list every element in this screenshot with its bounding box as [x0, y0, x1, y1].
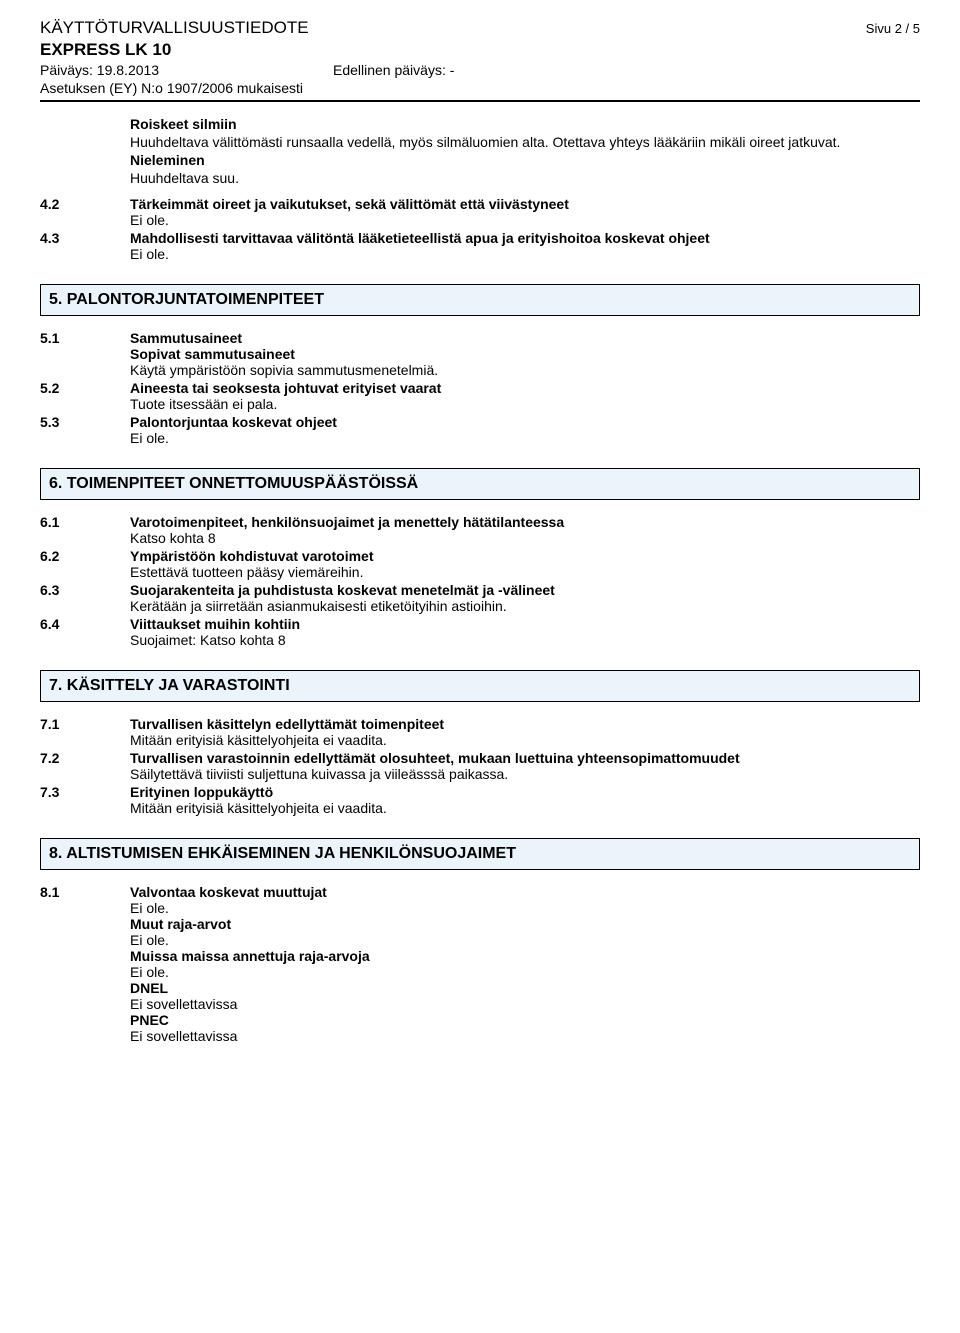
date-label: Päiväys: 19.8.2013	[40, 62, 159, 78]
h-6-1: Varotoimenpiteet, henkilönsuojaimet ja m…	[130, 514, 920, 530]
dates-row: Päiväys: 19.8.2013 Edellinen päiväys: -	[40, 62, 920, 78]
h-8-1c: Muissa maissa annettuja raja-arvoja	[130, 948, 920, 964]
num-7-2: 7.2	[40, 750, 130, 782]
h-5-3: Palontorjuntaa koskevat ohjeet	[130, 414, 920, 430]
h-8-1b: Muut raja-arvot	[130, 916, 920, 932]
t-8-1a: Ei ole.	[130, 900, 920, 916]
body-6-4: Viittaukset muihin kohtiin Suojaimet: Ka…	[130, 616, 920, 648]
t-6-4: Suojaimet: Katso kohta 8	[130, 632, 920, 648]
intro-h1: Roiskeet silmiin	[130, 116, 920, 132]
t-8-1d: Ei sovellettavissa	[130, 996, 920, 1012]
row-6-4: 6.4 Viittaukset muihin kohtiin Suojaimet…	[40, 616, 920, 648]
product-name: EXPRESS LK 10	[40, 40, 920, 60]
body-4-3: Mahdollisesti tarvittavaa välitöntä lääk…	[130, 230, 920, 262]
h-7-1: Turvallisen käsittelyn edellyttämät toim…	[130, 716, 920, 732]
h-6-2: Ympäristöön kohdistuvat varotoimet	[130, 548, 920, 564]
section-8-header: 8. ALTISTUMISEN EHKÄISEMINEN JA HENKILÖN…	[40, 838, 920, 870]
t-4-3: Ei ole.	[130, 246, 920, 262]
regulation-text: Asetuksen (EY) N:o 1907/2006 mukaisesti	[40, 80, 920, 96]
h-8-1e: PNEC	[130, 1012, 920, 1028]
row-5-1: 5.1 Sammutusaineet Sopivat sammutusainee…	[40, 330, 920, 378]
num-5-3: 5.3	[40, 414, 130, 446]
header-rule	[40, 100, 920, 102]
body-5-1: Sammutusaineet Sopivat sammutusaineet Kä…	[130, 330, 920, 378]
row-7-3: 7.3 Erityinen loppukäyttö Mitään erityis…	[40, 784, 920, 816]
page-number: Sivu 2 / 5	[866, 21, 920, 36]
intro-block: Roiskeet silmiin Huuhdeltava välittömäst…	[130, 116, 920, 186]
h-4-3: Mahdollisesti tarvittavaa välitöntä lääk…	[130, 230, 920, 246]
row-8-1: 8.1 Valvontaa koskevat muuttujat Ei ole.…	[40, 884, 920, 1044]
prev-date-label: Edellinen päiväys: -	[333, 62, 454, 78]
num-7-1: 7.1	[40, 716, 130, 748]
body-7-1: Turvallisen käsittelyn edellyttämät toim…	[130, 716, 920, 748]
h-7-2: Turvallisen varastoinnin edellyttämät ol…	[130, 750, 920, 766]
t-5-3: Ei ole.	[130, 430, 920, 446]
row-7-1: 7.1 Turvallisen käsittelyn edellyttämät …	[40, 716, 920, 748]
body-5-2: Aineesta tai seoksesta johtuvat erityise…	[130, 380, 920, 412]
num-6-4: 6.4	[40, 616, 130, 648]
num-6-2: 6.2	[40, 548, 130, 580]
row-5-3: 5.3 Palontorjuntaa koskevat ohjeet Ei ol…	[40, 414, 920, 446]
t-4-2: Ei ole.	[130, 212, 920, 228]
num-8-1: 8.1	[40, 884, 130, 1044]
body-7-3: Erityinen loppukäyttö Mitään erityisiä k…	[130, 784, 920, 816]
row-6-3: 6.3 Suojarakenteita ja puhdistusta koske…	[40, 582, 920, 614]
h-7-3: Erityinen loppukäyttö	[130, 784, 920, 800]
header-row: KÄYTTÖTURVALLISUUSTIEDOTE Sivu 2 / 5	[40, 18, 920, 38]
num-5-2: 5.2	[40, 380, 130, 412]
row-5-2: 5.2 Aineesta tai seoksesta johtuvat erit…	[40, 380, 920, 412]
num-7-3: 7.3	[40, 784, 130, 816]
t-7-3: Mitään erityisiä käsittelyohjeita ei vaa…	[130, 800, 920, 816]
intro-t1: Huuhdeltava välittömästi runsaalla vedel…	[130, 134, 920, 150]
body-5-3: Palontorjuntaa koskevat ohjeet Ei ole.	[130, 414, 920, 446]
row-4-3: 4.3 Mahdollisesti tarvittavaa välitöntä …	[40, 230, 920, 262]
t-6-2: Estettävä tuotteen pääsy viemäreihin.	[130, 564, 920, 580]
num-6-3: 6.3	[40, 582, 130, 614]
t-8-1b: Ei ole.	[130, 932, 920, 948]
h-4-2: Tärkeimmät oireet ja vaikutukset, sekä v…	[130, 196, 920, 212]
h-8-1d: DNEL	[130, 980, 920, 996]
doc-title: KÄYTTÖTURVALLISUUSTIEDOTE	[40, 18, 309, 38]
h-8-1a: Valvontaa koskevat muuttujat	[130, 884, 920, 900]
h-6-4: Viittaukset muihin kohtiin	[130, 616, 920, 632]
section-7-header: 7. KÄSITTELY JA VARASTOINTI	[40, 670, 920, 702]
h-5-1a: Sammutusaineet	[130, 330, 920, 346]
num-4-2: 4.2	[40, 196, 130, 228]
body-6-1: Varotoimenpiteet, henkilönsuojaimet ja m…	[130, 514, 920, 546]
t-6-3: Kerätään ja siirretään asianmukaisesti e…	[130, 598, 920, 614]
body-4-2: Tärkeimmät oireet ja vaikutukset, sekä v…	[130, 196, 920, 228]
row-6-1: 6.1 Varotoimenpiteet, henkilönsuojaimet …	[40, 514, 920, 546]
row-4-2: 4.2 Tärkeimmät oireet ja vaikutukset, se…	[40, 196, 920, 228]
t-7-2: Säilytettävä tiiviisti suljettuna kuivas…	[130, 766, 920, 782]
h-5-2: Aineesta tai seoksesta johtuvat erityise…	[130, 380, 920, 396]
row-7-2: 7.2 Turvallisen varastoinnin edellyttämä…	[40, 750, 920, 782]
intro-t2: Huuhdeltava suu.	[130, 170, 920, 186]
body-7-2: Turvallisen varastoinnin edellyttämät ol…	[130, 750, 920, 782]
t-8-1c: Ei ole.	[130, 964, 920, 980]
t-8-1e: Ei sovellettavissa	[130, 1028, 920, 1044]
t-7-1: Mitään erityisiä käsittelyohjeita ei vaa…	[130, 732, 920, 748]
body-6-2: Ympäristöön kohdistuvat varotoimet Estet…	[130, 548, 920, 580]
intro-h2: Nieleminen	[130, 152, 920, 168]
t-5-1: Käytä ympäristöön sopivia sammutusmenete…	[130, 362, 920, 378]
t-5-2: Tuote itsessään ei pala.	[130, 396, 920, 412]
num-5-1: 5.1	[40, 330, 130, 378]
section-6-header: 6. TOIMENPITEET ONNETTOMUUSPÄÄSTÖISSÄ	[40, 468, 920, 500]
num-4-3: 4.3	[40, 230, 130, 262]
h-5-1b: Sopivat sammutusaineet	[130, 346, 920, 362]
row-6-2: 6.2 Ympäristöön kohdistuvat varotoimet E…	[40, 548, 920, 580]
section-5-header: 5. PALONTORJUNTATOIMENPITEET	[40, 284, 920, 316]
h-6-3: Suojarakenteita ja puhdistusta koskevat …	[130, 582, 920, 598]
body-6-3: Suojarakenteita ja puhdistusta koskevat …	[130, 582, 920, 614]
num-6-1: 6.1	[40, 514, 130, 546]
body-8-1: Valvontaa koskevat muuttujat Ei ole. Muu…	[130, 884, 920, 1044]
t-6-1: Katso kohta 8	[130, 530, 920, 546]
